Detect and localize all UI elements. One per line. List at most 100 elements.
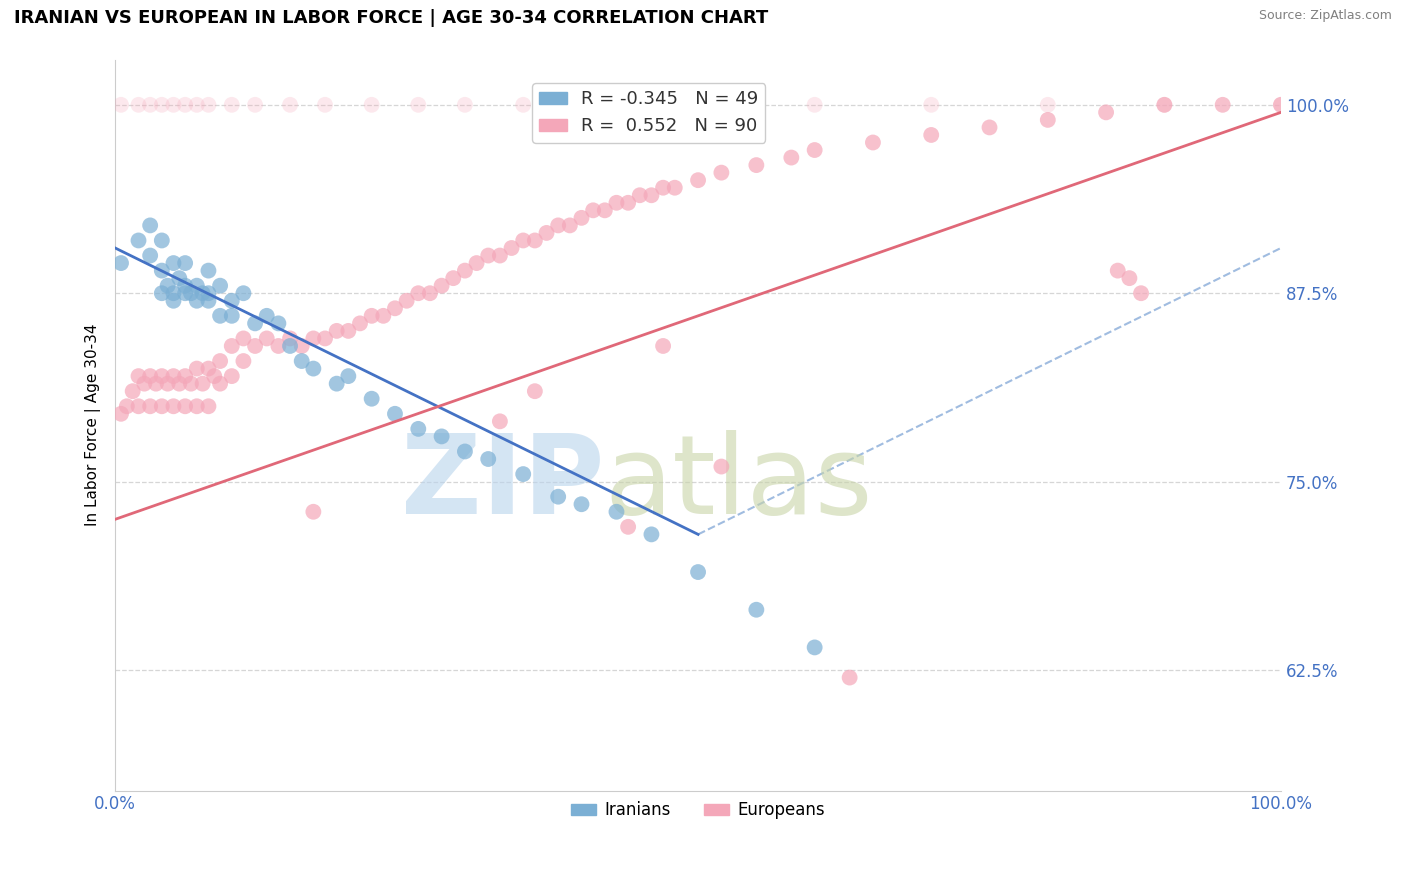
Point (221, 309, 243, 323)
Point (710, 459, 733, 474)
Point (979, 120, 1001, 135)
Text: ZIP: ZIP (402, 430, 605, 537)
Point (710, 166, 733, 180)
Point (186, 293, 208, 308)
Point (162, 98, 184, 112)
Point (512, 467, 534, 481)
Point (145, 376, 167, 391)
Point (162, 293, 184, 308)
Point (838, 671, 860, 685)
Point (325, 324, 347, 338)
Point (558, 219, 581, 233)
Point (408, 286, 430, 301)
Point (640, 527, 662, 541)
Point (197, 263, 219, 277)
Point (256, 331, 278, 345)
Point (209, 309, 232, 323)
Point (243, 317, 266, 331)
Point (373, 309, 395, 323)
Point (180, 286, 202, 301)
Point (197, 98, 219, 112)
Point (325, 376, 347, 391)
Point (628, 188, 651, 202)
Point (477, 248, 499, 262)
Point (302, 361, 325, 376)
Point (1036, 98, 1059, 112)
Point (360, 98, 382, 112)
Point (197, 361, 219, 376)
Point (150, 369, 173, 384)
Point (477, 452, 499, 467)
Point (1118, 271, 1140, 285)
Point (337, 324, 360, 338)
Point (191, 286, 214, 301)
Point (617, 520, 640, 534)
Point (686, 173, 709, 187)
Point (169, 271, 191, 285)
Point (202, 369, 225, 384)
Point (110, 98, 132, 112)
Point (536, 226, 558, 240)
Point (803, 98, 825, 112)
Point (571, 497, 593, 511)
Point (360, 392, 382, 406)
Point (278, 98, 301, 112)
Point (256, 309, 278, 323)
Point (1036, 112, 1059, 127)
Point (686, 98, 709, 112)
Point (232, 331, 254, 345)
Point (150, 234, 173, 248)
Point (1270, 98, 1292, 112)
Point (489, 248, 512, 262)
Point (593, 203, 616, 218)
Point (640, 188, 662, 202)
Point (302, 505, 325, 519)
Point (664, 180, 686, 194)
Point (243, 98, 266, 112)
Point (150, 263, 173, 277)
Point (1212, 98, 1234, 112)
Point (441, 271, 464, 285)
Point (186, 361, 208, 376)
Point (150, 286, 173, 301)
Point (139, 248, 162, 262)
Point (267, 317, 290, 331)
Point (360, 309, 382, 323)
Point (186, 278, 208, 293)
Point (221, 339, 243, 353)
Legend: Iranians, Europeans: Iranians, Europeans (564, 795, 832, 826)
Point (150, 399, 173, 413)
Point (430, 278, 453, 293)
Point (454, 444, 477, 458)
Point (197, 399, 219, 413)
Point (174, 286, 197, 301)
Point (128, 234, 150, 248)
Point (197, 286, 219, 301)
Point (465, 256, 488, 270)
Point (605, 505, 627, 519)
Point (454, 98, 477, 112)
Point (162, 286, 184, 301)
Point (232, 354, 254, 368)
Point (121, 384, 143, 399)
Point (174, 256, 197, 270)
Point (174, 369, 197, 384)
Text: Source: ZipAtlas.com: Source: ZipAtlas.com (1258, 9, 1392, 22)
Point (186, 98, 208, 112)
Y-axis label: In Labor Force | Age 30-34: In Labor Force | Age 30-34 (86, 324, 101, 526)
Point (489, 414, 512, 428)
Point (314, 331, 336, 345)
Text: IRANIAN VS EUROPEAN IN LABOR FORCE | AGE 30-34 CORRELATION CHART: IRANIAN VS EUROPEAN IN LABOR FORCE | AGE… (14, 9, 768, 27)
Point (571, 98, 593, 112)
Point (1130, 286, 1153, 301)
Point (780, 151, 803, 165)
Point (384, 301, 406, 316)
Point (278, 339, 301, 353)
Point (291, 354, 314, 368)
Point (128, 399, 150, 413)
Point (652, 180, 675, 194)
Point (221, 293, 243, 308)
Point (209, 376, 232, 391)
Point (110, 407, 132, 421)
Point (803, 640, 825, 655)
